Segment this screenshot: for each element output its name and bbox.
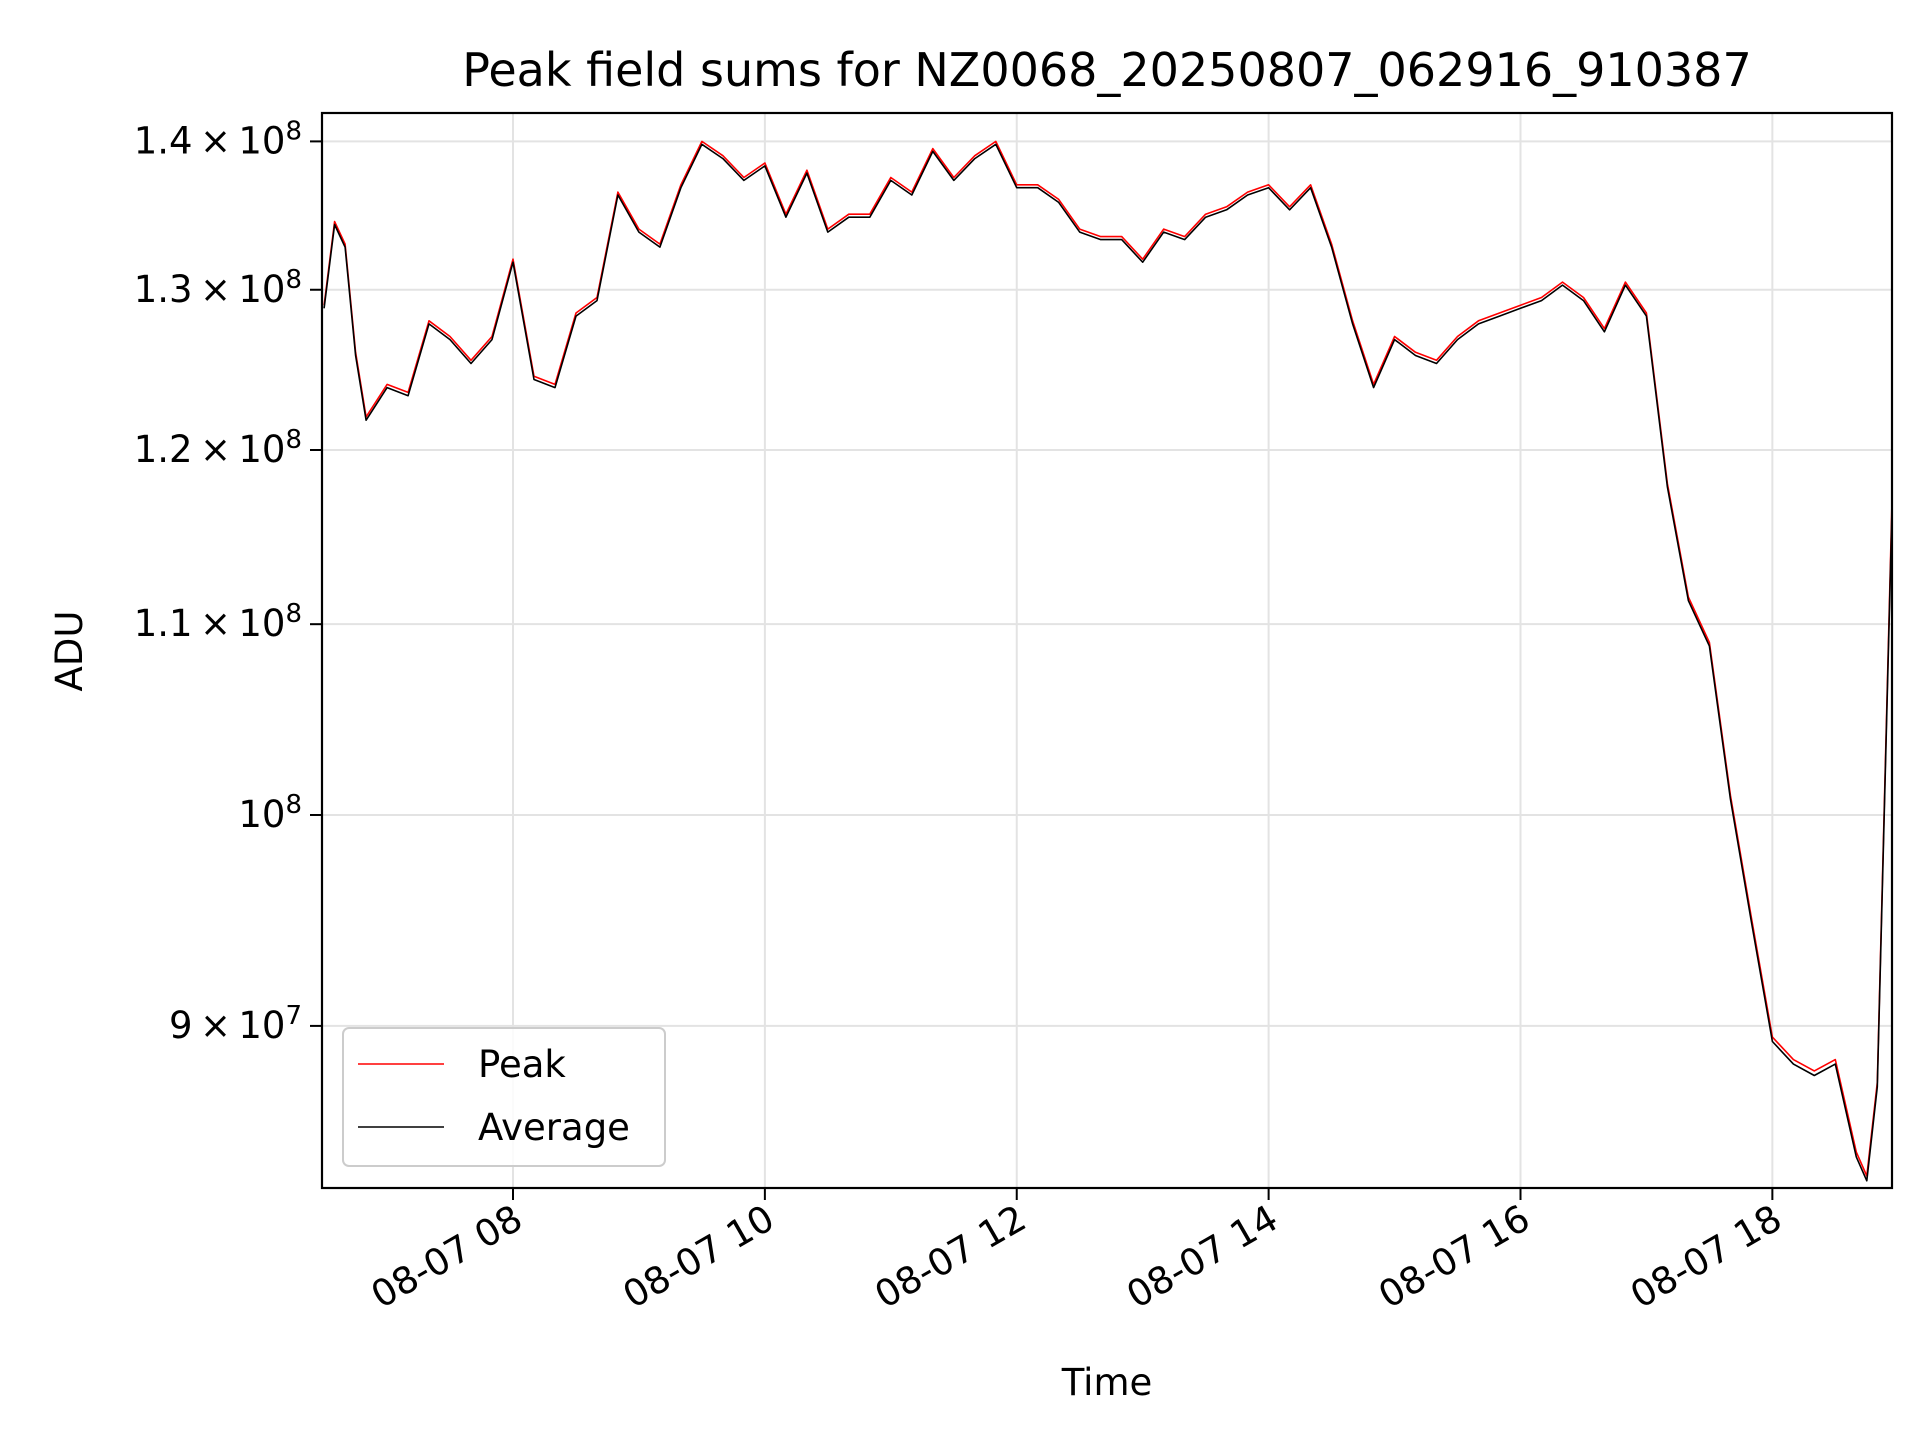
legend-label-peak: Peak	[478, 1043, 566, 1086]
legend-label-average: Average	[478, 1106, 630, 1149]
series-layer	[323, 140, 1893, 1182]
series-line-average	[323, 143, 1893, 1182]
y-tick-label: 1.1 × 108	[134, 599, 302, 645]
y-tick-label: 1.2 × 108	[134, 425, 302, 471]
y-tick-label: 9 × 107	[169, 1001, 302, 1047]
plot-frame	[320, 111, 1894, 1190]
chart-title: Peak field sums for NZ0068_20250807_0629…	[462, 43, 1751, 97]
y-axis: 9 × 107 108 1.1 × 108 1.2 × 108 1.3 × 108 1.4…	[134, 116, 322, 1047]
y-tick-label: 1.4 × 108	[134, 116, 302, 162]
series-line-peak	[323, 140, 1893, 1177]
y-axis-title: ADU	[48, 611, 91, 692]
legend-box	[342, 1027, 666, 1167]
legend: Peak Average	[342, 1027, 666, 1167]
y-tick-label: 1.3 × 108	[134, 265, 302, 311]
x-axis-title: Time	[1061, 1361, 1153, 1404]
y-tick-label: 108	[238, 790, 302, 836]
grid	[322, 113, 1892, 1188]
